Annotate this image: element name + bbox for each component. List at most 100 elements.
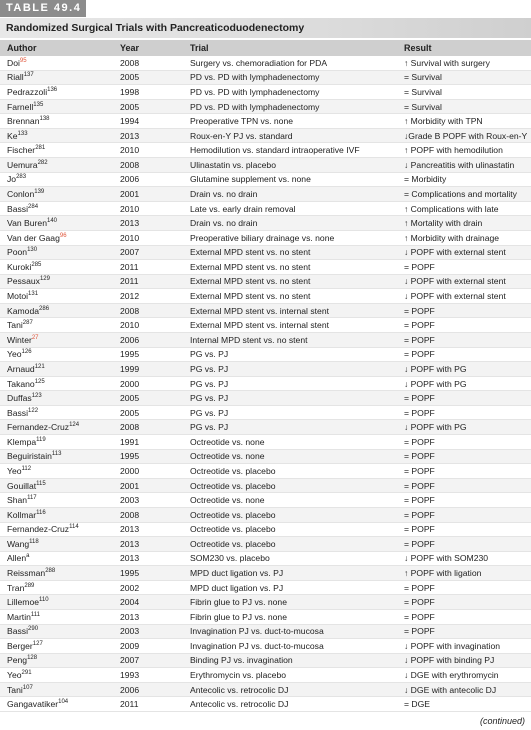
trials-table: Author Year Trial Result Doi95 2008 Surgery v… <box>0 40 531 713</box>
author-cell: Yeo112 <box>0 463 113 479</box>
author-cell: Bassi284 <box>0 201 113 217</box>
trial-cell: PG vs. PJ <box>183 347 397 363</box>
author-cell: Berger127 <box>0 638 113 654</box>
result-cell: = POPF <box>397 522 531 538</box>
table-row: Peng128 2007 Binding PJ vs. invagination ↓ … <box>0 653 531 669</box>
reference: 112 <box>21 466 32 473</box>
reference: 104 <box>58 699 69 706</box>
year-cell: 2001 <box>113 186 183 202</box>
table-row: Klempa119 1991 Octreotide vs. none = POPF <box>0 434 531 450</box>
trial-cell: Surgery vs. chemoradiation for PDA <box>183 56 397 71</box>
reference: 121 <box>34 364 45 371</box>
author-name: Yeo <box>7 349 22 360</box>
trial-cell: Drain vs. no drain <box>183 186 397 202</box>
year-cell: 2008 <box>113 419 183 436</box>
trial-cell: Invagination PJ vs. duct-to-mucosa <box>183 624 397 640</box>
author-name: Uemura <box>7 159 38 170</box>
author-cell: Doi95 <box>0 56 113 71</box>
result-cell: = POPF <box>397 332 531 348</box>
column-header: Result <box>397 40 531 56</box>
result-cell: ↓ POPF with external stent <box>397 288 531 304</box>
table-row: Arnaud121 1999 PG vs. PJ ↓ POPF with PG <box>0 361 531 377</box>
author-name: Berger <box>7 640 33 651</box>
table-row: Beguiristain113 1995 Octreotide vs. none = … <box>0 449 531 465</box>
author-name: Van Buren <box>7 218 47 229</box>
reference: 114 <box>69 524 79 531</box>
author-cell: Martin111 <box>0 609 113 625</box>
author-name: Bassi <box>7 626 29 637</box>
author-name: Farnell <box>7 101 34 112</box>
table-row: Yeo291 1993 Erythromycin vs. placebo ↓ DGE … <box>0 667 531 683</box>
author-cell: Van Buren140 <box>0 215 113 231</box>
author-cell: Van der Gaag96 <box>0 230 113 246</box>
author-cell: Pessaux129 <box>0 274 113 290</box>
result-cell: ↑ POPF with hemodilution <box>397 142 531 159</box>
result-cell: ↑ Complications with late <box>397 201 531 217</box>
result-cell: = POPF <box>397 449 531 465</box>
year-cell: 2013 <box>113 522 183 538</box>
trial-cell: Preoperative TPN vs. none <box>183 113 397 129</box>
reference: a <box>26 553 30 560</box>
author-name: Van der Gaag <box>7 232 60 243</box>
reference: 135 <box>33 101 44 108</box>
author-name: Conlon <box>7 188 35 199</box>
result-cell: = Survival <box>397 84 531 100</box>
result-cell: = POPF <box>397 478 531 494</box>
reference: 281 <box>35 145 46 152</box>
trial-cell: External MPD stent vs. internal stent <box>183 303 397 319</box>
year-cell: 2010 <box>113 317 183 333</box>
author-cell: Conlon139 <box>0 186 113 202</box>
trial-cell: Internal MPD stent vs. no stent <box>183 332 397 348</box>
trial-cell: Ulinastatin vs. placebo <box>183 157 397 173</box>
author-name: Shan <box>7 495 28 506</box>
reference: 289 <box>24 582 35 589</box>
reference: 139 <box>34 189 45 196</box>
author-cell: Wang118 <box>0 536 113 552</box>
reference: 117 <box>27 495 37 502</box>
table-row: Berger127 2009 Invagination PJ vs. duct-to… <box>0 638 531 654</box>
trial-cell: Antecolic vs. retrocolic DJ <box>183 696 397 713</box>
year-cell: 1995 <box>113 449 183 465</box>
year-cell: 2006 <box>113 332 183 348</box>
continued-note: (continued) <box>479 716 525 726</box>
table-row: Reissman288 1995 MPD duct ligation vs. PJ ↑… <box>0 565 531 581</box>
trial-cell: Octreotide vs. placebo <box>183 478 397 494</box>
table-row: Fernandez-Cruz124 2008 PG vs. PJ ↓ POPF wit… <box>0 419 531 436</box>
result-cell: = POPF <box>397 434 531 450</box>
author-name: Allen <box>7 553 27 564</box>
year-cell: 2007 <box>113 653 183 669</box>
table-row: Fischer281 2010 Hemodilution vs. standard … <box>0 142 531 159</box>
result-cell: = POPF <box>397 492 531 508</box>
table-row: Yeo126 1995 PG vs. PJ = POPF <box>0 347 531 363</box>
result-cell: = POPF <box>397 405 531 421</box>
author-cell: Fernandez-Cruz124 <box>0 419 113 436</box>
author-name: Reissman <box>7 568 46 579</box>
table-row: Farnell135 2005 PD vs. PD with lymphadenec… <box>0 99 531 115</box>
year-cell: 2013 <box>113 609 183 625</box>
author-name: Gouillat <box>7 480 37 491</box>
year-cell: 2000 <box>113 376 183 392</box>
author-cell: Lillemoe110 <box>0 594 113 610</box>
year-cell: 2008 <box>113 157 183 173</box>
year-cell: 2010 <box>113 142 183 159</box>
year-cell: 2003 <box>113 624 183 640</box>
author-name: Brennan <box>7 116 40 127</box>
column-header: Year <box>113 40 183 56</box>
column-header: Trial <box>183 40 397 56</box>
author-cell: Tani107 <box>0 682 113 698</box>
author-cell: Bassi122 <box>0 405 113 421</box>
author-cell: Brennan138 <box>0 113 113 129</box>
trial-cell: MPD duct ligation vs. PJ <box>183 565 397 581</box>
result-cell: ↓ POPF with PG <box>397 419 531 436</box>
result-cell: ↓ POPF with PG <box>397 361 531 377</box>
author-cell: Pedrazzoli136 <box>0 84 113 100</box>
author-cell: Fernandez-Cruz114 <box>0 522 113 538</box>
trial-cell: PD vs. PD with lymphadenectomy <box>183 99 397 115</box>
year-cell: 2009 <box>113 638 183 654</box>
year-cell: 2006 <box>113 172 183 188</box>
reference: 95 <box>19 57 27 64</box>
year-cell: 2005 <box>113 70 183 86</box>
year-cell: 2005 <box>113 99 183 115</box>
result-cell: ↓ DGE with erythromycin <box>397 667 531 683</box>
